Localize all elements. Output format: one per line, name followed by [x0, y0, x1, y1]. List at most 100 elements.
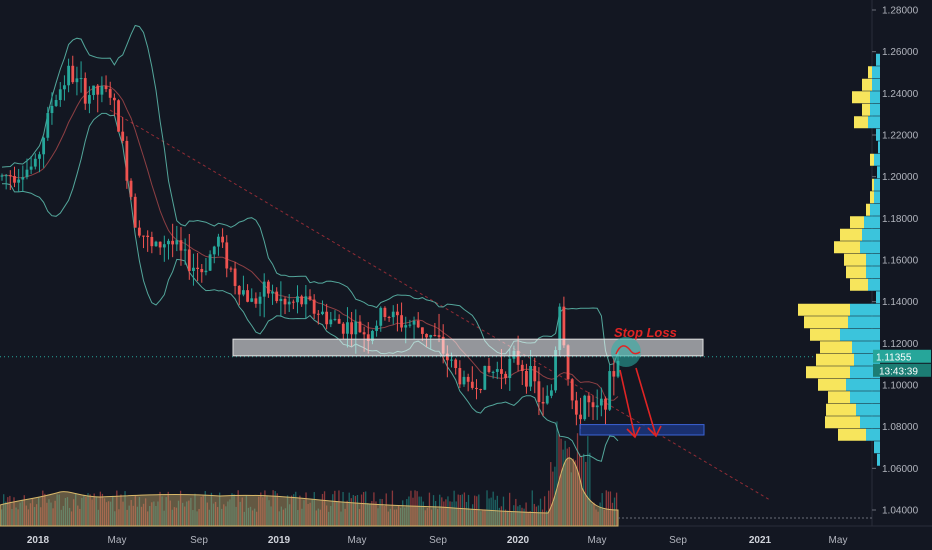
candle-body: [504, 373, 508, 379]
y-tick-label: 1.28000: [882, 6, 919, 17]
volume-histogram: [1, 421, 618, 526]
volume-bar: [286, 495, 289, 526]
volume-bar: [346, 500, 348, 526]
candle-body: [599, 398, 603, 406]
volume-bar: [587, 436, 589, 526]
volume-bar: [360, 494, 363, 526]
volume-bar: [229, 499, 231, 526]
volume-bar: [214, 501, 217, 526]
volume-bar: [130, 500, 132, 526]
volume-bar: [615, 492, 618, 526]
candle-body: [483, 365, 487, 390]
volume-bar: [525, 502, 527, 526]
candle-body: [154, 241, 158, 247]
volume-bar: [9, 495, 11, 526]
volume-bar: [513, 505, 515, 526]
candle-body: [579, 414, 582, 420]
volume-bar: [412, 497, 414, 526]
volume-bar: [476, 496, 478, 526]
candle-body: [308, 296, 312, 300]
volume-bar: [550, 462, 552, 526]
candle-body: [470, 381, 474, 388]
volume-bar: [25, 505, 27, 526]
volume-bar: [338, 490, 340, 526]
candle-body: [121, 131, 125, 141]
profile-bar-right: [848, 316, 880, 329]
volume-bar: [498, 507, 501, 526]
volume-bar: [529, 511, 531, 526]
volume-bar: [38, 497, 40, 526]
candle-body: [312, 299, 316, 314]
volume-bar: [237, 490, 239, 526]
candle-body: [341, 323, 345, 334]
volume-bar: [426, 507, 429, 526]
volume-bar: [492, 491, 494, 526]
candle-body: [612, 371, 616, 377]
volume-bar: [325, 505, 328, 526]
countdown-value: 13:43:39: [879, 366, 918, 377]
volume-bar: [165, 497, 167, 526]
last-price-value: 1.11355: [876, 352, 912, 363]
profile-bar-left: [834, 241, 860, 254]
volume-bar: [434, 501, 437, 526]
target-zone[interactable]: [579, 424, 705, 436]
volume-bar: [264, 490, 266, 526]
candle-body: [92, 85, 95, 96]
volume-bar: [315, 510, 317, 526]
candle-body: [558, 306, 562, 351]
candle-body: [17, 179, 21, 183]
profile-bar-left: [806, 366, 850, 379]
x-tick-label: May: [348, 535, 367, 546]
candle-body: [400, 315, 403, 328]
x-tick-label: 2018: [27, 535, 50, 546]
volume-bar: [369, 503, 371, 526]
volume-bar: [317, 508, 320, 526]
candle-body: [450, 359, 453, 361]
volume-bar: [428, 492, 431, 526]
volume-bar: [480, 511, 482, 526]
profile-bar-left: [850, 278, 868, 291]
candle-body: [67, 65, 70, 86]
volume-bar: [274, 491, 276, 526]
profile-bar-left: [826, 403, 856, 416]
y-tick-label: 1.16000: [882, 256, 919, 267]
volume-bar: [153, 501, 155, 526]
volume-bar: [543, 496, 546, 526]
profile-bar-right: [872, 78, 880, 91]
y-tick-label: 1.18000: [882, 214, 919, 225]
volume-bar: [486, 490, 488, 526]
profile-bar-left: [838, 428, 866, 441]
candle-body: [63, 85, 66, 90]
volume-bar: [488, 498, 490, 526]
volume-bar: [568, 447, 570, 526]
volume-bar: [68, 507, 71, 526]
volume-bar: [149, 506, 151, 526]
candle-body: [445, 353, 449, 361]
stop-loss-marker[interactable]: [611, 337, 641, 367]
volume-bar: [81, 497, 83, 526]
countdown-badge-bg: [873, 363, 931, 377]
candle-body: [146, 235, 150, 237]
y-tick-label: 1.08000: [882, 422, 919, 433]
volume-bar: [597, 511, 599, 526]
profile-bar-right: [862, 228, 880, 241]
profile-bar-right: [846, 378, 880, 391]
volume-bar: [179, 490, 182, 526]
candle-body: [204, 270, 208, 273]
candle-body: [192, 267, 195, 272]
volume-bar: [105, 502, 108, 526]
price-axis[interactable]: 1.04000 1.06000 1.08000 1.10000 1.12000 1.140…: [871, 0, 919, 526]
profile-bar-right: [874, 153, 880, 166]
volume-bar: [397, 505, 400, 526]
volume-bar: [270, 506, 272, 526]
candle-body: [262, 281, 266, 297]
volume-bar: [490, 497, 492, 526]
volume-bar: [552, 471, 554, 526]
resistance-zone[interactable]: [232, 338, 704, 357]
volume-bar: [334, 490, 336, 526]
volume-bar: [247, 507, 250, 526]
volume-bar: [11, 509, 13, 526]
volume-bar: [140, 506, 143, 526]
candle-body: [221, 236, 224, 243]
